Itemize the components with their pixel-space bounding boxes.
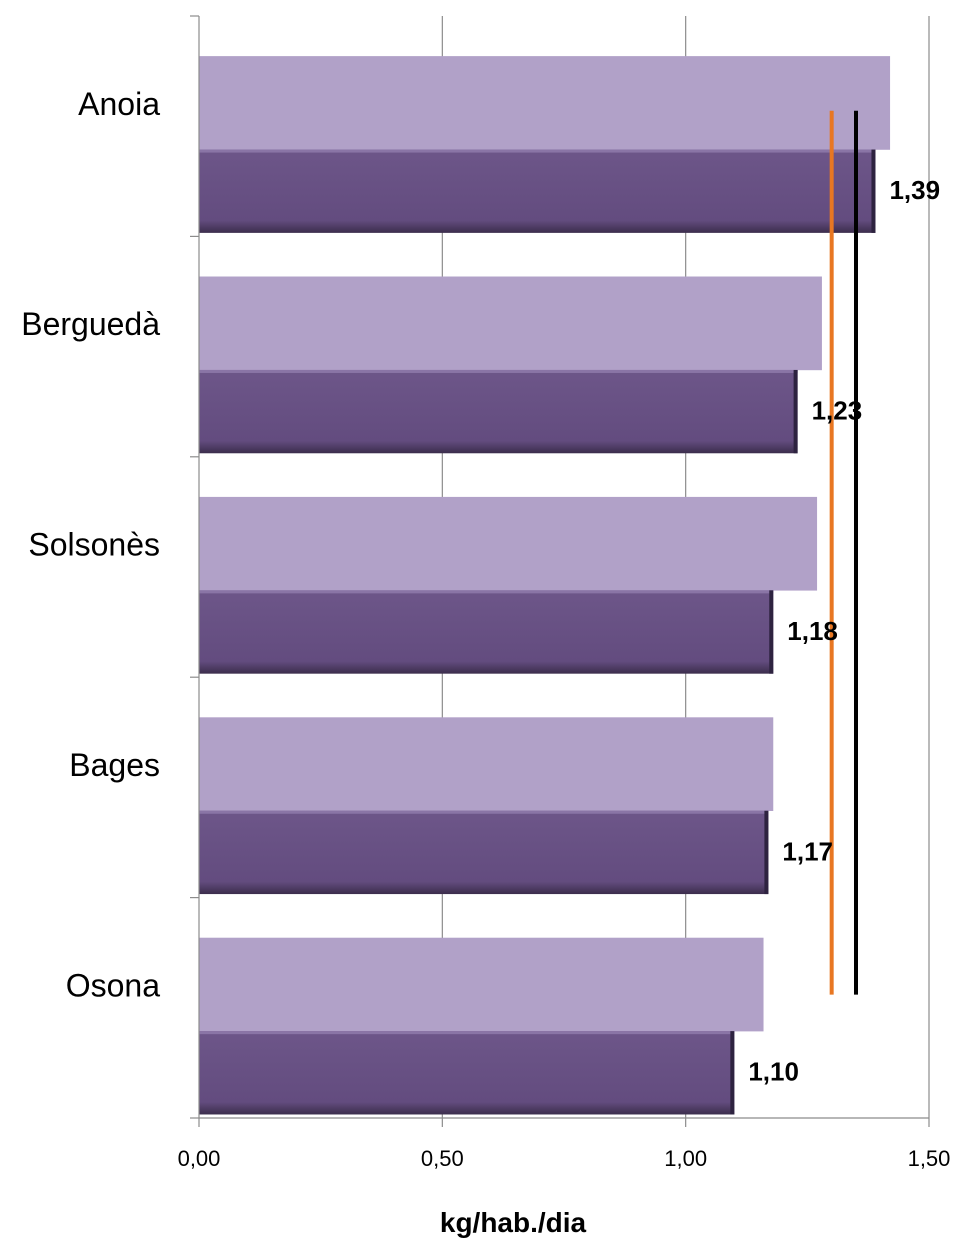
reference-lines — [829, 110, 858, 995]
bar-dark-bevel — [199, 369, 798, 373]
bar-dark-edge — [769, 590, 774, 674]
category-label: Bages — [69, 747, 160, 783]
bar-dark — [199, 369, 798, 454]
category-label: Osona — [66, 967, 160, 1003]
x-tick-label: 0,00 — [178, 1146, 221, 1171]
data-label: 1,10 — [748, 1057, 799, 1087]
bar-dark-edge — [730, 1031, 735, 1115]
bar-dark — [199, 590, 774, 674]
category-label: Berguedà — [21, 306, 160, 342]
data-label: 1,17 — [782, 836, 833, 866]
data-label: 1,18 — [787, 616, 838, 646]
bar-light — [199, 717, 774, 811]
category-label: Anoia — [78, 86, 160, 122]
x-axis-title: kg/hab./dia — [440, 1207, 587, 1238]
bar-dark-bevel — [199, 590, 774, 594]
axes — [190, 15, 930, 1127]
bar-dark-bevel — [199, 149, 876, 153]
bar-light — [199, 56, 891, 150]
category-label: Solsonès — [28, 527, 160, 563]
bar-dark — [199, 810, 769, 895]
x-tick-label: 0,50 — [421, 1146, 464, 1171]
bar-dark-edge — [793, 369, 798, 454]
bars — [199, 56, 891, 1115]
bar-dark-edge — [871, 149, 876, 233]
data-label: 1,23 — [812, 395, 863, 425]
x-tick-label: 1,50 — [908, 1146, 951, 1171]
x-tick-label: 1,00 — [664, 1146, 707, 1171]
bar-light — [199, 276, 822, 371]
bar-dark-bevel — [199, 810, 769, 814]
bar-light — [199, 937, 764, 1032]
labels: Anoia 1,39 Berguedà 1,23 Solsonès 1,18 Bages 1,… — [21, 86, 950, 1171]
bar-dark — [199, 1031, 735, 1115]
bar-dark-bevel — [199, 1031, 735, 1035]
data-label: 1,39 — [889, 175, 940, 205]
bar-dark-edge — [764, 810, 769, 895]
bar-light — [199, 496, 818, 591]
bar-dark — [199, 149, 876, 233]
